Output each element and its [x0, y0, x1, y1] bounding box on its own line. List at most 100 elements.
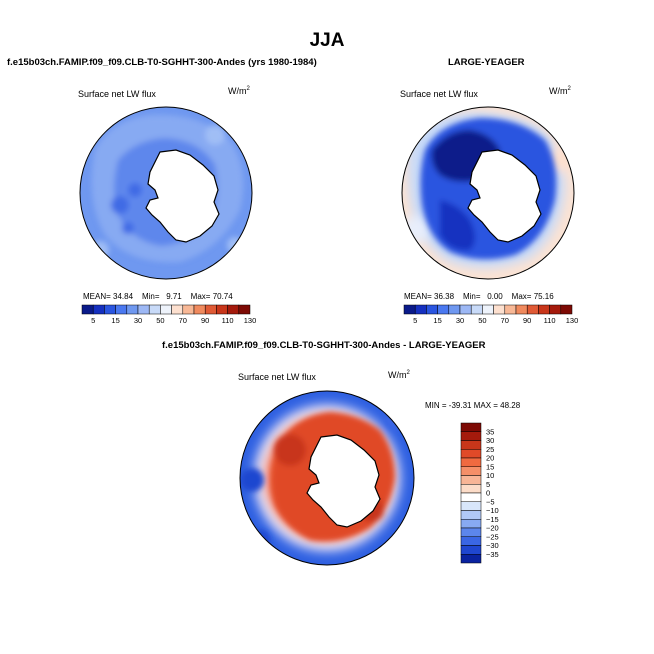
panel3-colorbar-box	[460, 449, 482, 459]
panel1-colorbar-box	[104, 304, 116, 315]
panel2-colorbar-box	[459, 304, 472, 315]
panel3-colorbar-tick: −15	[486, 515, 499, 524]
panel3-colorbar-box	[460, 475, 482, 485]
panel1-colorbar-tick: 30	[134, 316, 142, 325]
panel3-units: W/m2	[388, 370, 410, 380]
main-title: JJA	[309, 30, 345, 51]
panel1-colorbar-box	[171, 304, 184, 315]
panel2-colorbar-box	[526, 304, 539, 315]
panel1-colorbar-box	[204, 304, 217, 315]
panel3-antarctica-outline	[306, 434, 381, 528]
panel3-colorbar-tick: −25	[486, 532, 499, 541]
panel1-colorbar-box	[182, 304, 195, 315]
panel3-colorbar-box	[460, 484, 482, 494]
panel3-colorbar-tick: 25	[486, 445, 494, 454]
panel2-variable-label: Surface net LW flux	[400, 89, 478, 99]
panel3-colorbar-box	[460, 554, 482, 564]
panel1-colorbar-tick: 110	[222, 316, 234, 325]
panel2-colorbar-box	[448, 304, 461, 315]
panel2-units: W/m2	[549, 86, 571, 96]
panel2-colorbar-tick: 90	[523, 316, 531, 325]
panel2-colorbar-tick: 70	[501, 316, 509, 325]
panel2-colorbar-box	[560, 304, 573, 315]
panel3-colorbar-tick: 20	[486, 454, 494, 463]
panel2-colorbar-box	[437, 304, 450, 315]
panel3-colorbar-tick: −30	[486, 541, 499, 550]
panel1-map	[80, 107, 252, 279]
panel3-colorbar-tick: 35	[486, 427, 494, 436]
panel2-map	[402, 107, 574, 279]
panel3-colorbar-tick: 30	[486, 436, 494, 445]
panel2-colorbar-box	[538, 304, 550, 315]
panel2-colorbar-tick: 5	[413, 316, 417, 325]
panel3-colorbar-tick: 5	[486, 480, 490, 489]
panel2-colorbar-box	[504, 304, 517, 315]
panel1-colorbar-tick: 5	[91, 316, 95, 325]
panel3-title: f.e15b03ch.FAMIP.f09_f09.CLB-T0-SGHHT-30…	[162, 340, 486, 351]
panel1-colorbar-tick: 15	[111, 316, 119, 325]
panel1-colorbar-tick: 70	[179, 316, 187, 325]
panel2-map-border	[401, 106, 575, 280]
panel3-colorbar-box	[460, 527, 482, 537]
panel3-map-border	[239, 390, 415, 566]
panel3-colorbar-box	[460, 431, 482, 441]
panel3-colorbar-box	[460, 440, 482, 450]
panel2-colorbar-box	[482, 304, 494, 315]
panel2-colorbar-box	[470, 304, 483, 315]
panel1-colorbar-box	[92, 304, 105, 315]
panel1-variable-label: Surface net LW flux	[78, 89, 156, 99]
panel1-colorbar-box	[238, 304, 251, 315]
panel1-map-border	[79, 106, 253, 280]
panel1-colorbar-tick: 90	[201, 316, 209, 325]
panel1-units: W/m2	[228, 86, 250, 96]
panel1-colorbar-box	[227, 304, 240, 315]
panel1-colorbar-tick: 130	[244, 316, 257, 325]
panel1-colorbar-box	[115, 304, 128, 315]
panel1-colorbar-box	[160, 304, 172, 315]
panel2-colorbar-box	[515, 304, 528, 315]
panel1-stats: MEAN= 34.84 Min= 9.71 Max= 70.74	[83, 292, 233, 301]
panel3-colorbar-box	[460, 519, 482, 529]
panel3-colorbar-box	[460, 466, 482, 476]
panel1-colorbar-box	[126, 304, 139, 315]
panel3-colorbar-tick: −20	[486, 524, 499, 533]
panel3-colorbar-box	[460, 457, 482, 467]
panel3-colorbar-tick: −5	[486, 497, 495, 506]
panel2-colorbar-box	[549, 304, 562, 315]
panel2-title: LARGE-YEAGER	[448, 57, 525, 68]
panel1-colorbar-box	[216, 304, 228, 315]
panel1-colorbar-box	[193, 304, 206, 315]
panel3-colorbar-tick: 0	[486, 489, 490, 498]
panel3-colorbar-tick: 15	[486, 462, 494, 471]
panel3-colorbar-tick: 10	[486, 471, 494, 480]
panel2-antarctica-outline	[467, 149, 542, 243]
panel2-colorbar-tick: 130	[566, 316, 579, 325]
panel3-colorbar-box	[460, 492, 482, 502]
panel1-colorbar-box	[148, 304, 161, 315]
panel3-colorbar-box	[460, 536, 482, 546]
panel1-antarctica-outline	[145, 149, 220, 243]
panel3-colorbar-box	[460, 422, 482, 432]
panel2-colorbar-tick: 50	[478, 316, 486, 325]
panel1-title: f.e15b03ch.FAMIP.f09_f09.CLB-T0-SGHHT-30…	[7, 57, 317, 68]
panel3-colorbar-box	[460, 510, 482, 520]
panel3-map	[240, 391, 414, 565]
panel3-variable-label: Surface net LW flux	[238, 372, 316, 382]
colorbars-group: 5 15 30 50 70 90 110 130 5 15 30 50 70 90 110 130353025…	[81, 304, 579, 564]
panel2-stats: MEAN= 36.38 Min= 0.00 Max= 75.16	[404, 292, 554, 301]
panel2-colorbar-tick: 15	[433, 316, 441, 325]
panel2-colorbar-tick: 30	[456, 316, 464, 325]
panel1-colorbar-box	[81, 304, 94, 315]
panel3-colorbar-box	[460, 501, 482, 511]
panel2-colorbar-box	[426, 304, 438, 315]
panel1-colorbar-box	[137, 304, 150, 315]
panel3-colorbar-tick: −35	[486, 550, 499, 559]
panel3-colorbar-box	[460, 545, 482, 555]
panel3-stats: MIN = -39.31 MAX = 48.28	[425, 401, 521, 410]
panel2-colorbar-box	[414, 304, 427, 315]
panel1-colorbar-tick: 50	[156, 316, 164, 325]
panel3-colorbar-tick: −10	[486, 506, 499, 515]
panel2-colorbar-tick: 110	[544, 316, 556, 325]
